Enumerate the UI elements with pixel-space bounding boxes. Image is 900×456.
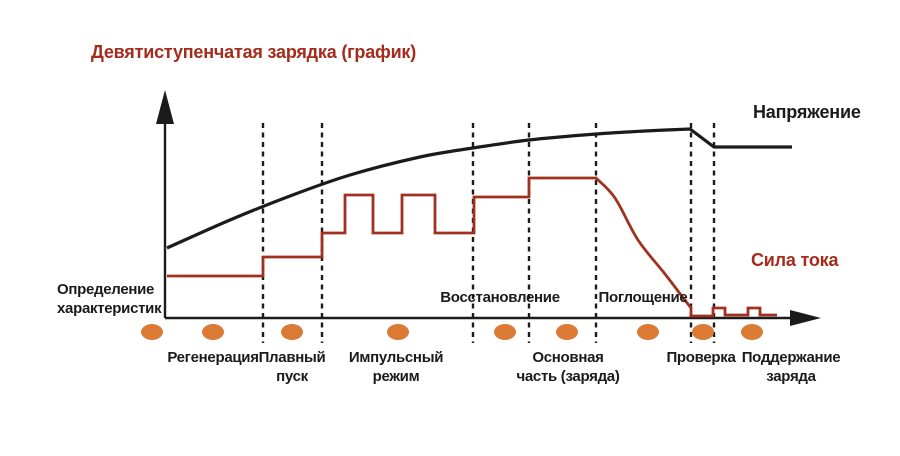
stage-label-vosstanovlenie: Восстановление	[440, 289, 560, 306]
stage-dots	[141, 324, 763, 340]
current-label: Сила тока	[751, 250, 839, 270]
voltage-label: Напряжение	[753, 102, 861, 122]
stage-dot	[202, 324, 224, 340]
voltage-curve	[166, 127, 792, 250]
stage-label-regeneraciya: Регенерация	[167, 349, 259, 366]
stage-label-pogloshchenie: Поглощение	[598, 289, 688, 306]
series-curves	[166, 127, 792, 318]
chart-title: Девятиступенчатая зарядка (график)	[91, 42, 417, 62]
stage-label-osnovnaya-chast: Основная часть (заряда)	[516, 349, 620, 385]
stage-label-podderzhanie: Поддержание заряда	[741, 349, 841, 385]
x-axis-arrow	[790, 310, 821, 326]
stage-dot	[281, 324, 303, 340]
stage-label-impulsny-rezhim: Импульсный режим	[348, 349, 444, 385]
stage-label-proverka: Проверка	[666, 349, 736, 366]
stage-dot	[741, 324, 763, 340]
stage-label-opredelenie: Определение характеристик	[57, 281, 162, 317]
y-axis-arrow	[156, 90, 174, 124]
stage-label-plavny-pusk: Плавный пуск	[258, 349, 326, 385]
current-curve	[167, 176, 777, 318]
stage-dot	[141, 324, 163, 340]
stage-dot	[637, 324, 659, 340]
stage-dot	[387, 324, 409, 340]
stage-dot	[692, 324, 714, 340]
stage-dot	[494, 324, 516, 340]
stage-dot	[556, 324, 578, 340]
